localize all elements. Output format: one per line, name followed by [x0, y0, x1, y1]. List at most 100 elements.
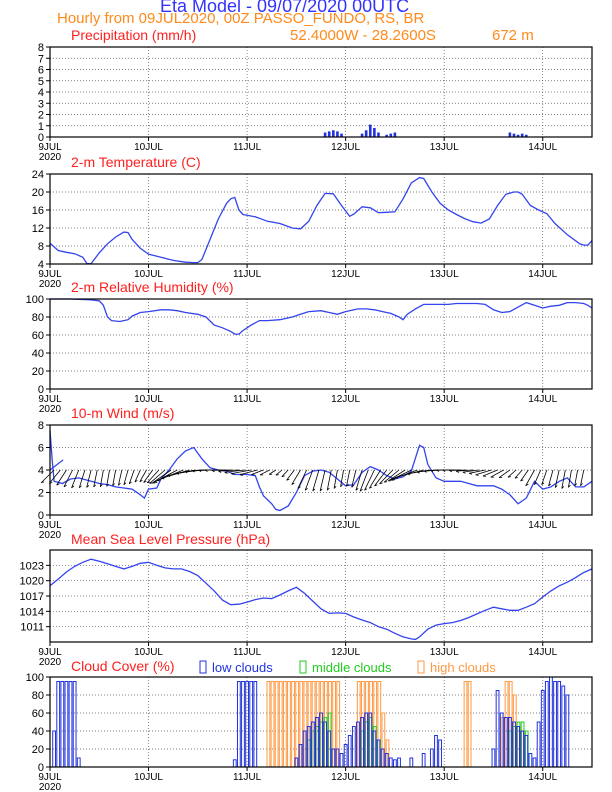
- y-tick-label: 1020: [20, 576, 44, 588]
- y-tick-label: 20: [32, 187, 44, 199]
- y-tick-label: 20: [32, 366, 44, 378]
- low-cloud-bar: [64, 681, 69, 768]
- wind-arrow-head: [333, 485, 337, 489]
- y-tick-label: 100: [26, 672, 44, 684]
- low-cloud-bar: [512, 721, 516, 768]
- wind-arrow: [40, 469, 55, 483]
- wind-arrow: [475, 469, 492, 476]
- low-cloud-bar: [557, 681, 562, 768]
- low-cloud-bar: [532, 757, 537, 768]
- low-cloud-bar: [319, 712, 323, 768]
- precip-bar: [340, 133, 343, 137]
- wind-arrow: [490, 469, 504, 478]
- low-cloud-bar: [52, 730, 57, 768]
- high-cloud-bar: [295, 681, 300, 768]
- high-cloud-bar: [291, 681, 295, 768]
- low-cloud-bar: [491, 748, 496, 768]
- wind-arrow-head: [449, 470, 453, 473]
- low-cloud-bar: [335, 748, 340, 768]
- wind-arrow-head: [554, 485, 558, 488]
- wind-arrow: [346, 469, 351, 487]
- wind-arrow-head: [394, 477, 398, 479]
- low-cloud-bar: [495, 690, 500, 768]
- y-tick-label: 40: [32, 348, 44, 360]
- y-tick-label: 1017: [20, 591, 44, 603]
- wind-arrow: [541, 469, 548, 485]
- legend-label: high clouds: [430, 660, 496, 675]
- wind-arrow-head: [231, 473, 235, 476]
- wind-arrow-head: [297, 486, 301, 489]
- wind-arrow-head: [304, 488, 308, 491]
- wind-arrow: [128, 469, 135, 484]
- low-cloud-bar: [232, 759, 237, 768]
- panel-frame: [49, 424, 593, 516]
- station-coordinates: 52.4000W - 28.2600S: [290, 27, 436, 44]
- legend-swatch: [417, 660, 425, 674]
- wind-arrow: [106, 469, 110, 487]
- low-cloud-bar: [323, 721, 328, 768]
- wind-arrow-head: [364, 488, 368, 491]
- y-tick-label: 1014: [20, 606, 44, 618]
- x-tick-label: 9JUL: [38, 772, 62, 783]
- wind-arrow-head: [369, 486, 373, 489]
- y-tick-label: 0: [38, 132, 44, 144]
- low-cloud-bar: [376, 739, 381, 768]
- wind-arrow-head: [507, 476, 512, 478]
- wind-arrow-head: [128, 481, 132, 485]
- y-tick-label: 60: [32, 330, 44, 342]
- wind-arrow: [388, 469, 406, 482]
- wind-arrow: [462, 469, 480, 473]
- wind-arrow-head: [416, 471, 420, 474]
- wind-arrow: [78, 469, 86, 488]
- wind-arrow-head: [41, 481, 45, 483]
- wind-arrow: [286, 469, 295, 481]
- wind-arrow-head: [580, 483, 583, 486]
- wind-arrow-head: [239, 474, 243, 476]
- low-cloud-bar: [516, 726, 520, 768]
- wind-arrow: [319, 469, 326, 492]
- wind-arrow: [568, 469, 572, 488]
- precip-bar: [525, 134, 528, 137]
- wind-arrow: [48, 469, 61, 484]
- precip-bar: [389, 133, 393, 137]
- wind-arrow: [99, 469, 104, 487]
- y-tick-label: 8: [38, 241, 44, 253]
- wind-arrow-head: [184, 471, 188, 474]
- wind-arrow-head: [351, 484, 355, 488]
- low-cloud-bar: [368, 712, 373, 768]
- wind-arrow: [275, 469, 283, 476]
- x-tick-label: 11JUL: [233, 520, 262, 531]
- panel-title: 2-m Temperature (C): [71, 154, 201, 170]
- wind-arrow-head: [161, 477, 165, 480]
- y-tick-label: 6: [38, 443, 44, 455]
- precip-bar: [393, 132, 397, 137]
- wind-arrow: [340, 469, 344, 487]
- high-cloud-bar: [287, 681, 291, 768]
- low-cloud-bar: [347, 735, 352, 768]
- wind-arrow: [333, 469, 338, 489]
- precip-bar: [508, 132, 512, 137]
- low-cloud-bar: [429, 748, 434, 768]
- y-tick-label: 24: [32, 169, 44, 181]
- x-tick-label: 12JUL: [331, 394, 360, 405]
- y-tick-label: 12: [32, 223, 44, 235]
- low-cloud-bar: [241, 681, 245, 768]
- y-tick-label: 2: [38, 488, 44, 500]
- y-tick-label: 1023: [20, 560, 44, 572]
- wind-arrow-head: [455, 470, 460, 473]
- wind-arrow: [134, 469, 141, 483]
- wind-arrow: [224, 469, 246, 473]
- wind-arrow-head: [561, 486, 565, 489]
- wind-arrow: [326, 469, 332, 491]
- wind-arrow: [364, 469, 375, 491]
- precip-bar: [336, 131, 339, 137]
- wind-arrow: [112, 469, 117, 486]
- wind-arrow-head: [475, 474, 479, 476]
- low-cloud-bar: [351, 726, 356, 768]
- x-tick-label: 12JUL: [331, 142, 360, 153]
- wind-arrow: [139, 469, 147, 483]
- wind-arrow-head: [139, 479, 143, 483]
- x-tick-label: 14JUL: [528, 269, 557, 280]
- y-tick-label: 16: [32, 205, 44, 217]
